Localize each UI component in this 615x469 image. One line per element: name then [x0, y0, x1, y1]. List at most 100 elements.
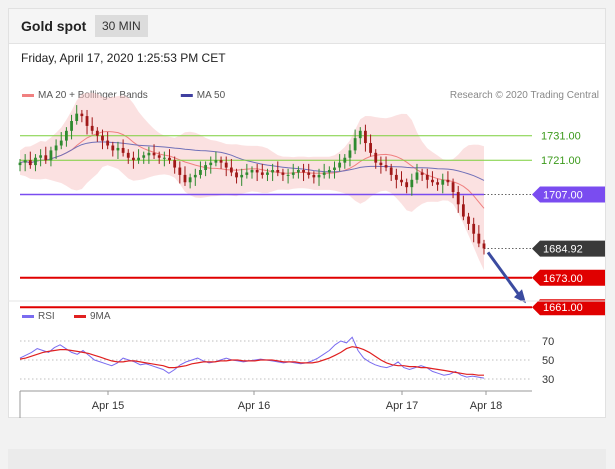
candle-body — [333, 167, 336, 170]
candle-body — [266, 172, 269, 175]
candle-body — [95, 130, 99, 136]
candle-body — [358, 130, 362, 139]
candle-body — [106, 140, 110, 146]
support-label: 1661.00 — [543, 302, 583, 314]
level-label: 1721.00 — [541, 155, 581, 167]
candle-body — [451, 182, 455, 193]
candle-body — [415, 172, 419, 180]
candle-body — [28, 160, 32, 166]
candle-body — [322, 172, 326, 175]
candle-body — [85, 116, 89, 126]
resistance-tag — [532, 186, 605, 203]
timestamp: Friday, April 17, 2020 1:25:53 PM CET — [21, 51, 226, 65]
candle-body — [126, 152, 130, 158]
candle-body — [152, 152, 156, 156]
chart-title: Gold spot — [21, 18, 87, 34]
rsi-tick-label: 30 — [542, 374, 554, 386]
candle-body — [343, 157, 347, 163]
candle-body — [188, 177, 192, 183]
candle-body — [178, 167, 182, 175]
candle-body — [121, 147, 125, 153]
candle-body — [116, 147, 120, 151]
candle-body — [302, 170, 305, 173]
candle-body — [147, 152, 151, 156]
level-label: 1731.00 — [541, 131, 581, 143]
timeframe-button[interactable]: 30 MIN — [95, 15, 148, 37]
forecast-arrow — [486, 251, 522, 298]
candle-body — [286, 174, 290, 176]
candle-body — [348, 150, 352, 158]
candle-body — [209, 162, 213, 166]
candle-body — [456, 192, 460, 205]
candle-body — [369, 143, 372, 153]
candle-body — [193, 174, 197, 178]
candle-body — [250, 170, 254, 173]
rsi-legend-label: 9MA — [90, 311, 111, 322]
candle-body — [44, 155, 48, 161]
current-price-label: 1684.92 — [543, 244, 583, 256]
candle-body — [410, 179, 414, 188]
candle-body — [446, 179, 450, 183]
candle-body — [162, 157, 166, 159]
candle-body — [229, 167, 233, 173]
candle-body — [90, 125, 94, 131]
rsi-legend-label: RSI — [38, 311, 55, 322]
candle-body — [245, 172, 249, 175]
candle-body — [132, 157, 135, 161]
credit-text: Research © 2020 Trading Central — [450, 90, 599, 101]
candle-body — [101, 135, 104, 141]
candle-body — [291, 172, 295, 175]
legend-label: MA 50 — [197, 90, 226, 101]
footer-bar — [8, 449, 606, 469]
candle-body — [23, 160, 27, 163]
candle-body — [482, 243, 486, 249]
candle-body — [477, 233, 481, 244]
candle-body — [374, 152, 378, 163]
candle-body — [441, 179, 445, 185]
bollinger-band — [20, 92, 484, 271]
rsi-legend-swatch — [22, 315, 34, 318]
candle-body — [199, 170, 202, 175]
candle-body — [49, 150, 53, 161]
candle-body — [276, 170, 280, 173]
candle-body — [379, 162, 383, 166]
candle-body — [255, 170, 259, 173]
candle-body — [467, 216, 470, 224]
candle-body — [54, 145, 58, 151]
candle-body — [281, 172, 285, 175]
candle-body — [307, 172, 311, 175]
x-tick-label: Apr 16 — [238, 400, 270, 412]
rsi-tick-label: 50 — [542, 355, 554, 367]
rsi-tick-label: 70 — [542, 336, 554, 348]
candle-body — [59, 140, 63, 146]
candle-body — [420, 172, 424, 175]
rsi-line — [19, 336, 485, 379]
candle-body — [157, 155, 161, 158]
candle-body — [425, 174, 429, 180]
x-tick-label: Apr 18 — [470, 400, 502, 412]
candle-body — [405, 182, 409, 188]
x-tick-label: Apr 17 — [386, 400, 418, 412]
x-tick-label: Apr 15 — [92, 400, 124, 412]
candle-body — [75, 113, 79, 121]
candle-body — [271, 170, 275, 173]
candle-body — [394, 174, 398, 180]
candle-body — [260, 172, 264, 175]
candle-body — [384, 165, 388, 168]
candle-body — [224, 162, 228, 168]
chart-header: Gold spot 30 MIN — [9, 9, 605, 44]
candle-body — [240, 174, 244, 178]
candle-body — [142, 155, 146, 158]
candle-body — [296, 170, 300, 173]
candle-body — [204, 165, 208, 170]
candle-body — [353, 138, 357, 151]
candle-body — [364, 130, 367, 144]
candle-body — [18, 162, 22, 166]
candle-body — [80, 113, 84, 117]
candle-body — [219, 160, 223, 163]
candle-body — [70, 121, 73, 131]
candle-body — [39, 155, 43, 158]
candle-body — [168, 157, 171, 161]
legend-swatch — [22, 94, 34, 97]
